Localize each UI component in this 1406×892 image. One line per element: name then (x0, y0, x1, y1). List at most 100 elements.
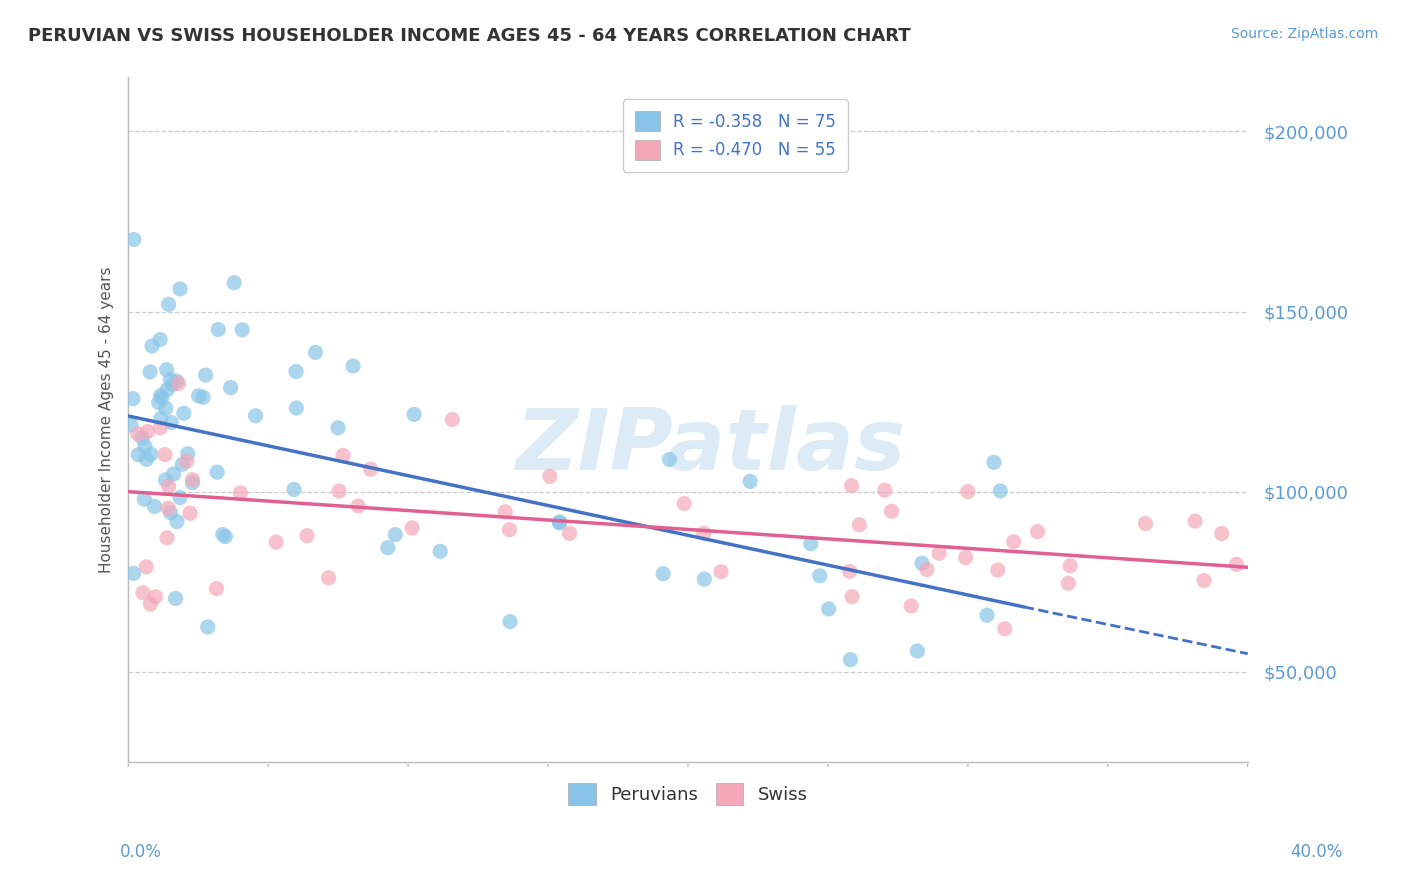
Point (155, 401, 177, 416)
Point (166, 374, 188, 388)
Point (652, 566, 675, 581)
Point (179, 506, 201, 520)
Point (839, 653, 862, 667)
Point (205, 582, 228, 596)
Point (900, 599, 922, 613)
Point (157, 479, 180, 493)
Point (132, 586, 155, 600)
Point (139, 597, 162, 611)
Point (177, 447, 200, 461)
Point (135, 452, 157, 467)
Point (143, 500, 166, 514)
Text: Source: ZipAtlas.com: Source: ZipAtlas.com (1230, 27, 1378, 41)
Point (1135, 516, 1157, 531)
Point (987, 563, 1010, 577)
Point (693, 572, 716, 586)
Point (127, 426, 149, 441)
Point (122, 392, 145, 406)
Point (122, 233, 145, 247)
Point (988, 483, 1011, 498)
Text: 40.0%: 40.0% (1291, 843, 1343, 861)
Point (318, 571, 340, 585)
Point (214, 530, 236, 544)
Point (122, 566, 145, 581)
Point (658, 452, 681, 467)
Point (1057, 576, 1080, 591)
Point (172, 458, 194, 472)
Point (153, 448, 176, 462)
Point (173, 406, 195, 420)
Point (1002, 534, 1025, 549)
Point (159, 372, 181, 386)
Point (548, 516, 571, 530)
Point (384, 527, 406, 541)
Point (229, 486, 252, 500)
Point (145, 590, 167, 604)
Point (169, 491, 191, 505)
Point (498, 523, 520, 537)
Point (808, 568, 831, 582)
Point (401, 521, 423, 535)
Point (673, 496, 696, 510)
Point (994, 622, 1017, 636)
Point (149, 333, 172, 347)
Point (342, 359, 364, 373)
Legend: Peruvians, Swiss: Peruvians, Swiss (560, 774, 817, 814)
Point (693, 526, 716, 541)
Point (956, 484, 979, 499)
Point (1211, 526, 1233, 541)
Point (157, 297, 180, 311)
Point (1226, 558, 1249, 572)
Point (404, 408, 426, 422)
Point (207, 322, 229, 336)
Point (841, 590, 863, 604)
Point (163, 467, 186, 481)
Point (149, 411, 172, 425)
Point (165, 591, 187, 606)
Point (219, 381, 242, 395)
Point (149, 421, 172, 435)
Point (134, 440, 156, 454)
Point (905, 644, 928, 658)
Point (181, 473, 204, 487)
Point (499, 615, 522, 629)
Point (1192, 574, 1215, 588)
Point (710, 565, 733, 579)
Point (873, 483, 896, 498)
Point (159, 506, 181, 520)
Point (558, 526, 581, 541)
Point (245, 409, 267, 423)
Point (160, 416, 183, 430)
Point (429, 544, 451, 558)
Point (134, 492, 156, 507)
Point (983, 455, 1005, 469)
Point (377, 541, 399, 555)
Point (157, 501, 180, 516)
Point (169, 282, 191, 296)
Point (120, 418, 142, 433)
Point (326, 421, 349, 435)
Point (283, 483, 305, 497)
Point (1184, 514, 1206, 528)
Point (156, 362, 179, 376)
Point (148, 395, 170, 409)
Point (360, 462, 382, 476)
Point (328, 484, 350, 499)
Point (285, 364, 308, 378)
Point (187, 389, 209, 403)
Point (838, 565, 860, 579)
Point (141, 339, 163, 353)
Point (494, 505, 516, 519)
Point (127, 448, 149, 462)
Point (211, 527, 233, 541)
Point (181, 475, 204, 490)
Point (166, 515, 188, 529)
Point (167, 376, 190, 391)
Point (149, 388, 172, 402)
Point (880, 504, 903, 518)
Point (156, 383, 179, 397)
Text: ZIPatlas: ZIPatlas (515, 406, 905, 489)
Point (441, 412, 464, 426)
Point (135, 559, 157, 574)
Text: PERUVIAN VS SWISS HOUSEHOLDER INCOME AGES 45 - 64 YEARS CORRELATION CHART: PERUVIAN VS SWISS HOUSEHOLDER INCOME AGE… (28, 27, 911, 45)
